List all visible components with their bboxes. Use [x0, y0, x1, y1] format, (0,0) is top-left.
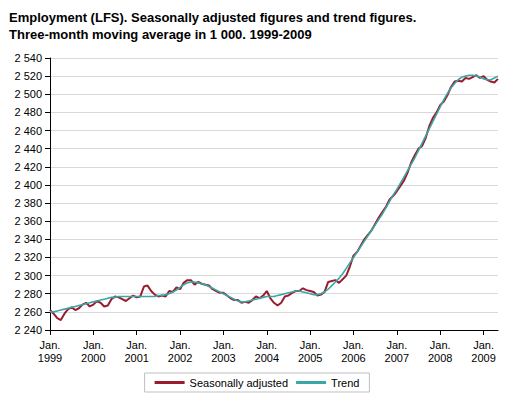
svg-text:2 520: 2 520	[14, 70, 42, 82]
svg-text:2 340: 2 340	[14, 233, 42, 245]
svg-text:2 300: 2 300	[14, 270, 42, 282]
svg-text:2 320: 2 320	[14, 251, 42, 263]
svg-text:Jan.: Jan.	[213, 339, 234, 351]
svg-text:Jan.: Jan.	[300, 339, 321, 351]
svg-text:Jan.: Jan.	[170, 339, 191, 351]
svg-text:2005: 2005	[298, 352, 322, 364]
svg-text:2 440: 2 440	[14, 143, 42, 155]
svg-text:Jan.: Jan.	[83, 339, 104, 351]
svg-text:2009: 2009	[471, 352, 495, 364]
svg-text:2 260: 2 260	[14, 306, 42, 318]
svg-text:Jan.: Jan.	[473, 339, 494, 351]
svg-text:Jan.: Jan.	[343, 339, 364, 351]
svg-text:Seasonally adjusted: Seasonally adjusted	[190, 377, 288, 389]
svg-text:Employment (LFS). Seasonally a: Employment (LFS). Seasonally adjusted fi…	[9, 10, 420, 25]
svg-text:2 540: 2 540	[14, 52, 42, 64]
svg-text:2 380: 2 380	[14, 197, 42, 209]
svg-text:2 420: 2 420	[14, 161, 42, 173]
svg-text:2001: 2001	[124, 352, 148, 364]
svg-text:2003: 2003	[211, 352, 235, 364]
svg-text:2 460: 2 460	[14, 125, 42, 137]
svg-text:Three-month moving average in: Three-month moving average in 1 000. 199…	[9, 27, 312, 42]
svg-text:1999: 1999	[38, 352, 62, 364]
svg-text:2004: 2004	[255, 352, 279, 364]
svg-text:Jan.: Jan.	[256, 339, 277, 351]
svg-text:2006: 2006	[341, 352, 365, 364]
svg-text:2007: 2007	[385, 352, 409, 364]
svg-text:2 480: 2 480	[14, 106, 42, 118]
svg-text:2000: 2000	[81, 352, 105, 364]
svg-text:2 240: 2 240	[14, 324, 42, 336]
svg-text:Jan.: Jan.	[126, 339, 147, 351]
svg-text:Jan.: Jan.	[430, 339, 451, 351]
svg-text:Jan.: Jan.	[40, 339, 61, 351]
svg-text:Trend: Trend	[331, 377, 359, 389]
svg-text:2 500: 2 500	[14, 88, 42, 100]
svg-text:2 400: 2 400	[14, 179, 42, 191]
svg-text:Jan.: Jan.	[386, 339, 407, 351]
svg-text:2 360: 2 360	[14, 215, 42, 227]
svg-text:2008: 2008	[428, 352, 452, 364]
svg-text:2 280: 2 280	[14, 288, 42, 300]
svg-text:2002: 2002	[168, 352, 192, 364]
